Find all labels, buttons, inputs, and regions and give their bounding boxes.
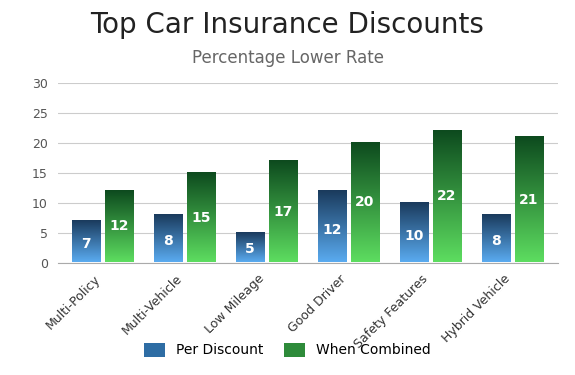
Text: 10: 10 bbox=[405, 228, 424, 243]
Text: 17: 17 bbox=[273, 204, 293, 219]
Text: 8: 8 bbox=[492, 234, 501, 248]
Text: 12: 12 bbox=[109, 219, 129, 234]
Text: 22: 22 bbox=[438, 189, 457, 204]
Text: 7: 7 bbox=[82, 237, 91, 250]
Text: 21: 21 bbox=[519, 192, 539, 207]
Text: 12: 12 bbox=[323, 223, 342, 237]
Text: 15: 15 bbox=[191, 210, 211, 225]
Text: Top Car Insurance Discounts: Top Car Insurance Discounts bbox=[91, 11, 484, 39]
Text: Percentage Lower Rate: Percentage Lower Rate bbox=[191, 49, 384, 67]
Text: 20: 20 bbox=[355, 195, 375, 210]
Text: 8: 8 bbox=[163, 234, 173, 248]
Text: 5: 5 bbox=[246, 242, 255, 256]
Legend: Per Discount, When Combined: Per Discount, When Combined bbox=[137, 336, 438, 364]
